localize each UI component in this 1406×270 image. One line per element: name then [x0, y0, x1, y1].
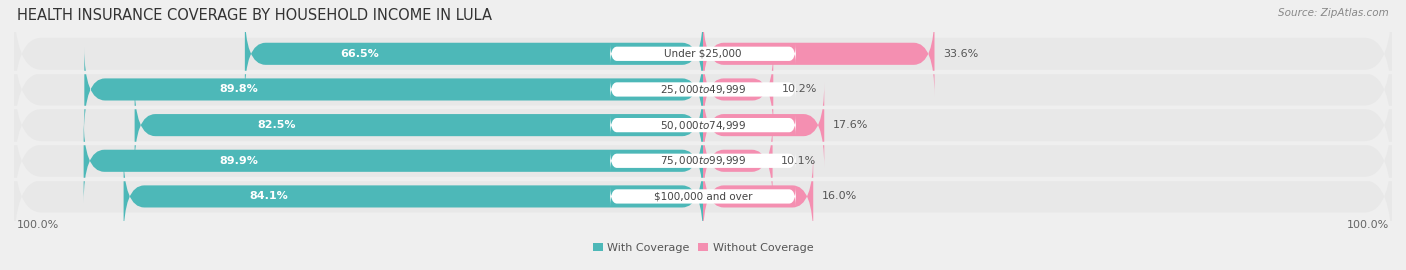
FancyBboxPatch shape	[703, 47, 773, 132]
Text: 10.2%: 10.2%	[782, 85, 817, 94]
Text: 100.0%: 100.0%	[1347, 220, 1389, 230]
Text: $50,000 to $74,999: $50,000 to $74,999	[659, 119, 747, 131]
FancyBboxPatch shape	[610, 150, 796, 171]
Text: 89.8%: 89.8%	[219, 85, 259, 94]
FancyBboxPatch shape	[703, 118, 772, 203]
FancyBboxPatch shape	[14, 141, 1392, 252]
Text: 17.6%: 17.6%	[832, 120, 868, 130]
FancyBboxPatch shape	[610, 114, 796, 136]
Text: 84.1%: 84.1%	[249, 191, 288, 201]
Text: 33.6%: 33.6%	[943, 49, 979, 59]
FancyBboxPatch shape	[14, 70, 1392, 180]
FancyBboxPatch shape	[610, 43, 796, 65]
Text: Under $25,000: Under $25,000	[664, 49, 742, 59]
Text: 66.5%: 66.5%	[340, 49, 378, 59]
FancyBboxPatch shape	[14, 34, 1392, 145]
FancyBboxPatch shape	[14, 106, 1392, 216]
FancyBboxPatch shape	[703, 83, 824, 168]
Text: $100,000 and over: $100,000 and over	[654, 191, 752, 201]
FancyBboxPatch shape	[610, 186, 796, 207]
FancyBboxPatch shape	[610, 79, 796, 100]
Text: Source: ZipAtlas.com: Source: ZipAtlas.com	[1278, 8, 1389, 18]
FancyBboxPatch shape	[703, 11, 935, 96]
FancyBboxPatch shape	[124, 154, 703, 239]
FancyBboxPatch shape	[14, 0, 1392, 109]
Text: 82.5%: 82.5%	[257, 120, 297, 130]
Text: 16.0%: 16.0%	[821, 191, 856, 201]
Text: 10.1%: 10.1%	[780, 156, 815, 166]
Text: 89.9%: 89.9%	[219, 156, 257, 166]
FancyBboxPatch shape	[703, 154, 813, 239]
Text: 100.0%: 100.0%	[17, 220, 59, 230]
FancyBboxPatch shape	[83, 118, 703, 203]
FancyBboxPatch shape	[245, 11, 703, 96]
FancyBboxPatch shape	[135, 83, 703, 168]
Text: HEALTH INSURANCE COVERAGE BY HOUSEHOLD INCOME IN LULA: HEALTH INSURANCE COVERAGE BY HOUSEHOLD I…	[17, 8, 492, 23]
Legend: With Coverage, Without Coverage: With Coverage, Without Coverage	[588, 238, 818, 257]
Text: $25,000 to $49,999: $25,000 to $49,999	[659, 83, 747, 96]
FancyBboxPatch shape	[84, 47, 703, 132]
Text: $75,000 to $99,999: $75,000 to $99,999	[659, 154, 747, 167]
